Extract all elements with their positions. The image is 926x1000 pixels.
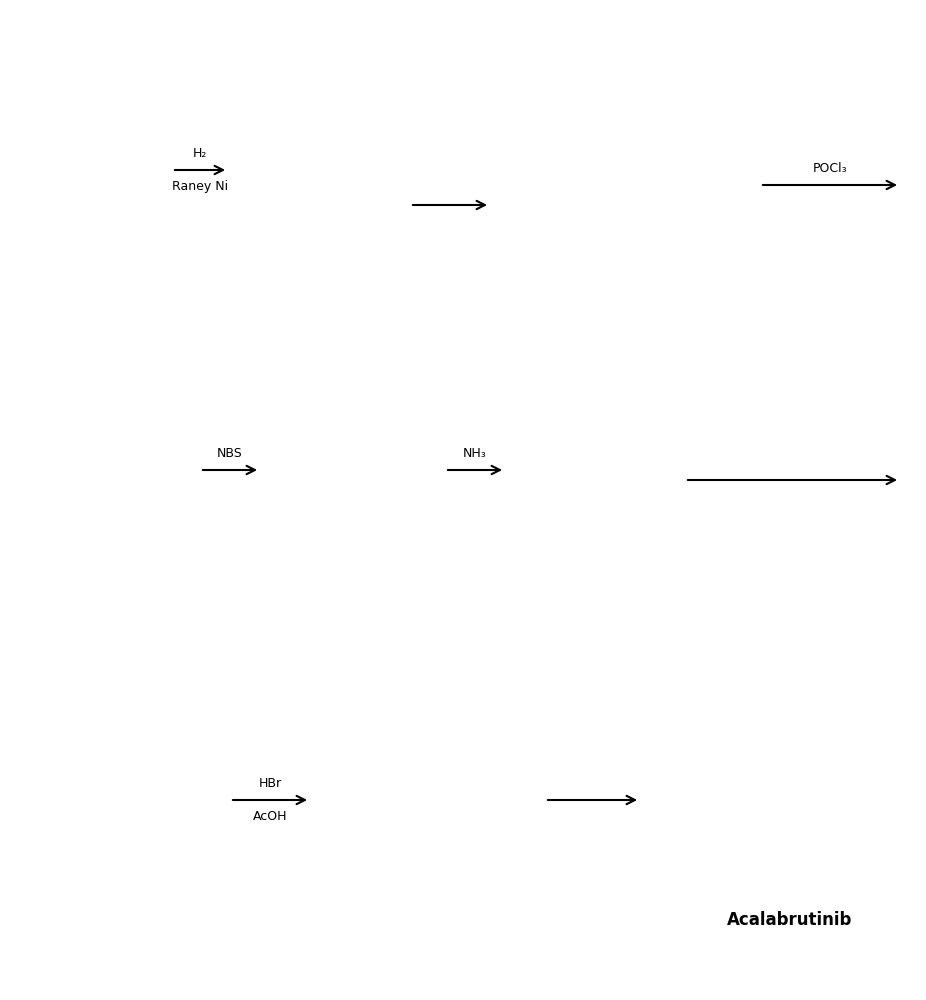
Text: Acalabrutinib: Acalabrutinib [727, 911, 853, 929]
Text: POCl₃: POCl₃ [813, 162, 847, 175]
Text: NH₃: NH₃ [463, 447, 487, 460]
Text: HBr: HBr [258, 777, 282, 790]
Text: AcOH: AcOH [253, 810, 287, 823]
Text: Raney Ni: Raney Ni [172, 180, 228, 193]
Text: H₂: H₂ [193, 147, 207, 160]
Text: NBS: NBS [217, 447, 243, 460]
